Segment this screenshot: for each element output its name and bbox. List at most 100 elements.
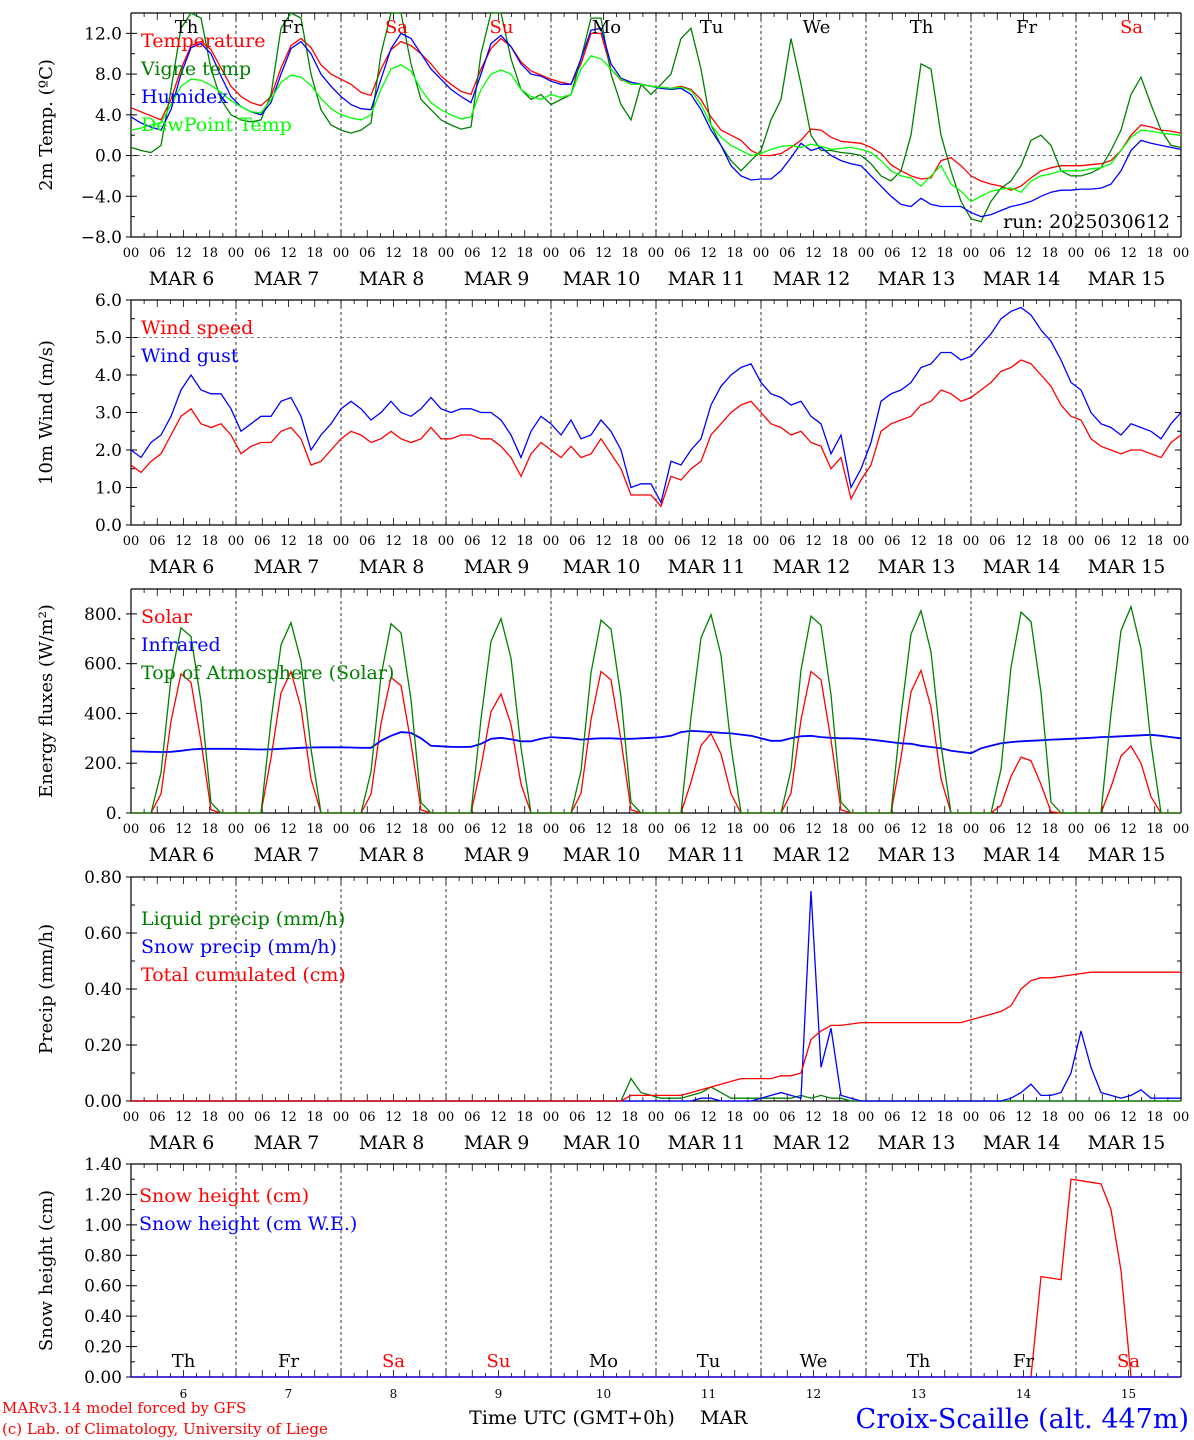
hour-label: 18 xyxy=(621,246,638,261)
hour-label: 00 xyxy=(753,246,770,261)
hour-label: 18 xyxy=(1041,534,1058,549)
hour-label: 06 xyxy=(254,534,271,549)
legend-entry: Infrared xyxy=(141,634,221,656)
date-label: MAR 6 xyxy=(149,1132,215,1154)
hour-label: 12 xyxy=(175,822,192,837)
day-name-label: Th xyxy=(175,17,199,38)
hour-label: 12 xyxy=(910,1110,927,1125)
hour-label: 00 xyxy=(438,1110,455,1125)
hour-label: 12 xyxy=(280,822,297,837)
hour-label: 12 xyxy=(805,246,822,261)
hour-label: 00 xyxy=(858,1110,875,1125)
hour-label: 00 xyxy=(228,1110,245,1125)
hour-label: 12 xyxy=(595,822,612,837)
date-label: MAR 10 xyxy=(563,1132,641,1154)
date-label: MAR 9 xyxy=(464,844,530,866)
date-label: MAR 11 xyxy=(668,1132,746,1154)
hour-label: 00 xyxy=(333,534,350,549)
hour-label: 12 xyxy=(280,246,297,261)
legend-entry: Wind gust xyxy=(141,345,239,367)
date-label: MAR 11 xyxy=(668,844,746,866)
y-tick-label: 2.0 xyxy=(95,441,122,461)
hour-label: 06 xyxy=(1094,534,1111,549)
hour-label: 18 xyxy=(411,822,428,837)
y-tick-label: 0.00 xyxy=(84,1092,122,1112)
y-tick-label: 4.0 xyxy=(95,366,122,386)
hour-label: 00 xyxy=(1068,246,1085,261)
hour-label: 12 xyxy=(175,1110,192,1125)
date-label: MAR 12 xyxy=(773,844,851,866)
date-label: MAR 14 xyxy=(983,1132,1061,1154)
date-label: MAR 8 xyxy=(359,1132,425,1154)
legend-entry: Liquid precip (mm/h) xyxy=(141,908,345,930)
hour-label: 06 xyxy=(254,1110,271,1125)
hour-label: 12 xyxy=(805,534,822,549)
hour-label: 00 xyxy=(1173,534,1190,549)
day-name-label: Th xyxy=(172,1351,196,1372)
y-axis-label: Snow height (cm) xyxy=(36,1190,57,1351)
legend-entry: Temperature xyxy=(141,30,265,52)
hour-label: 00 xyxy=(963,534,980,549)
y-tick-label: 0.60 xyxy=(84,924,122,944)
series-line-vigne-temp xyxy=(130,12,1182,223)
hour-label: 06 xyxy=(674,822,691,837)
hour-label: 12 xyxy=(1015,534,1032,549)
hour-label: 06 xyxy=(149,246,166,261)
hour-label: 06 xyxy=(359,246,376,261)
hour-label: 00 xyxy=(1173,822,1190,837)
hour-label: 00 xyxy=(648,1110,665,1125)
day-name-label: Sa xyxy=(1120,17,1143,38)
y-tick-label: 0.80 xyxy=(84,868,122,888)
hour-label: 18 xyxy=(621,822,638,837)
y-tick-label: 400. xyxy=(84,704,122,724)
hour-label: 18 xyxy=(936,822,953,837)
y-axis-label: Precip (mm/h) xyxy=(36,924,57,1054)
y-tick-label: 1.0 xyxy=(95,479,122,499)
y-tick-label: 1.20 xyxy=(84,1185,122,1205)
date-label: MAR 7 xyxy=(254,1132,320,1154)
hour-label: 00 xyxy=(753,822,770,837)
y-tick-label: 6.0 xyxy=(95,291,122,311)
hour-label: 00 xyxy=(648,534,665,549)
y-tick-label: −4.0 xyxy=(81,187,122,207)
date-label: MAR 9 xyxy=(464,268,530,290)
hour-label: 00 xyxy=(438,822,455,837)
hour-label: 06 xyxy=(464,534,481,549)
date-label: MAR 7 xyxy=(254,556,320,578)
hour-label: 06 xyxy=(989,246,1006,261)
day-name-label: Sa xyxy=(385,17,408,38)
y-tick-label: 0.40 xyxy=(84,1307,122,1327)
hour-label: 12 xyxy=(805,1110,822,1125)
x-axis-label: Time UTC (GMT+0h) xyxy=(469,1407,675,1429)
hour-label: 12 xyxy=(1015,1110,1032,1125)
hour-label: 18 xyxy=(621,534,638,549)
date-label: MAR 11 xyxy=(668,556,746,578)
hour-label: 00 xyxy=(333,1110,350,1125)
hour-label: 06 xyxy=(779,822,796,837)
hour-label: 12 xyxy=(910,534,927,549)
hour-label: 12 xyxy=(385,534,402,549)
hour-label: 06 xyxy=(464,246,481,261)
y-axis-label: 10m Wind (m/s) xyxy=(36,340,57,485)
date-label: MAR 13 xyxy=(878,844,956,866)
day-number-label: 9 xyxy=(495,1387,503,1401)
hour-label: 12 xyxy=(595,1110,612,1125)
hour-label: 18 xyxy=(201,246,218,261)
hour-label: 12 xyxy=(595,534,612,549)
hour-label: 06 xyxy=(884,246,901,261)
hour-label: 06 xyxy=(149,1110,166,1125)
legend-entry: Wind speed xyxy=(141,317,253,339)
date-label: MAR 7 xyxy=(254,844,320,866)
hour-label: 18 xyxy=(411,1110,428,1125)
day-name-label: Sa xyxy=(382,1351,405,1372)
hour-label: 12 xyxy=(1015,822,1032,837)
y-tick-label: 0.0 xyxy=(95,516,122,536)
hour-label: 00 xyxy=(648,822,665,837)
hour-label: 06 xyxy=(359,822,376,837)
hour-label: 06 xyxy=(884,822,901,837)
hour-label: 06 xyxy=(674,534,691,549)
hour-label: 00 xyxy=(1068,822,1085,837)
hour-label: 06 xyxy=(779,534,796,549)
y-tick-label: 0.0 xyxy=(95,147,122,167)
hour-label: 00 xyxy=(858,246,875,261)
